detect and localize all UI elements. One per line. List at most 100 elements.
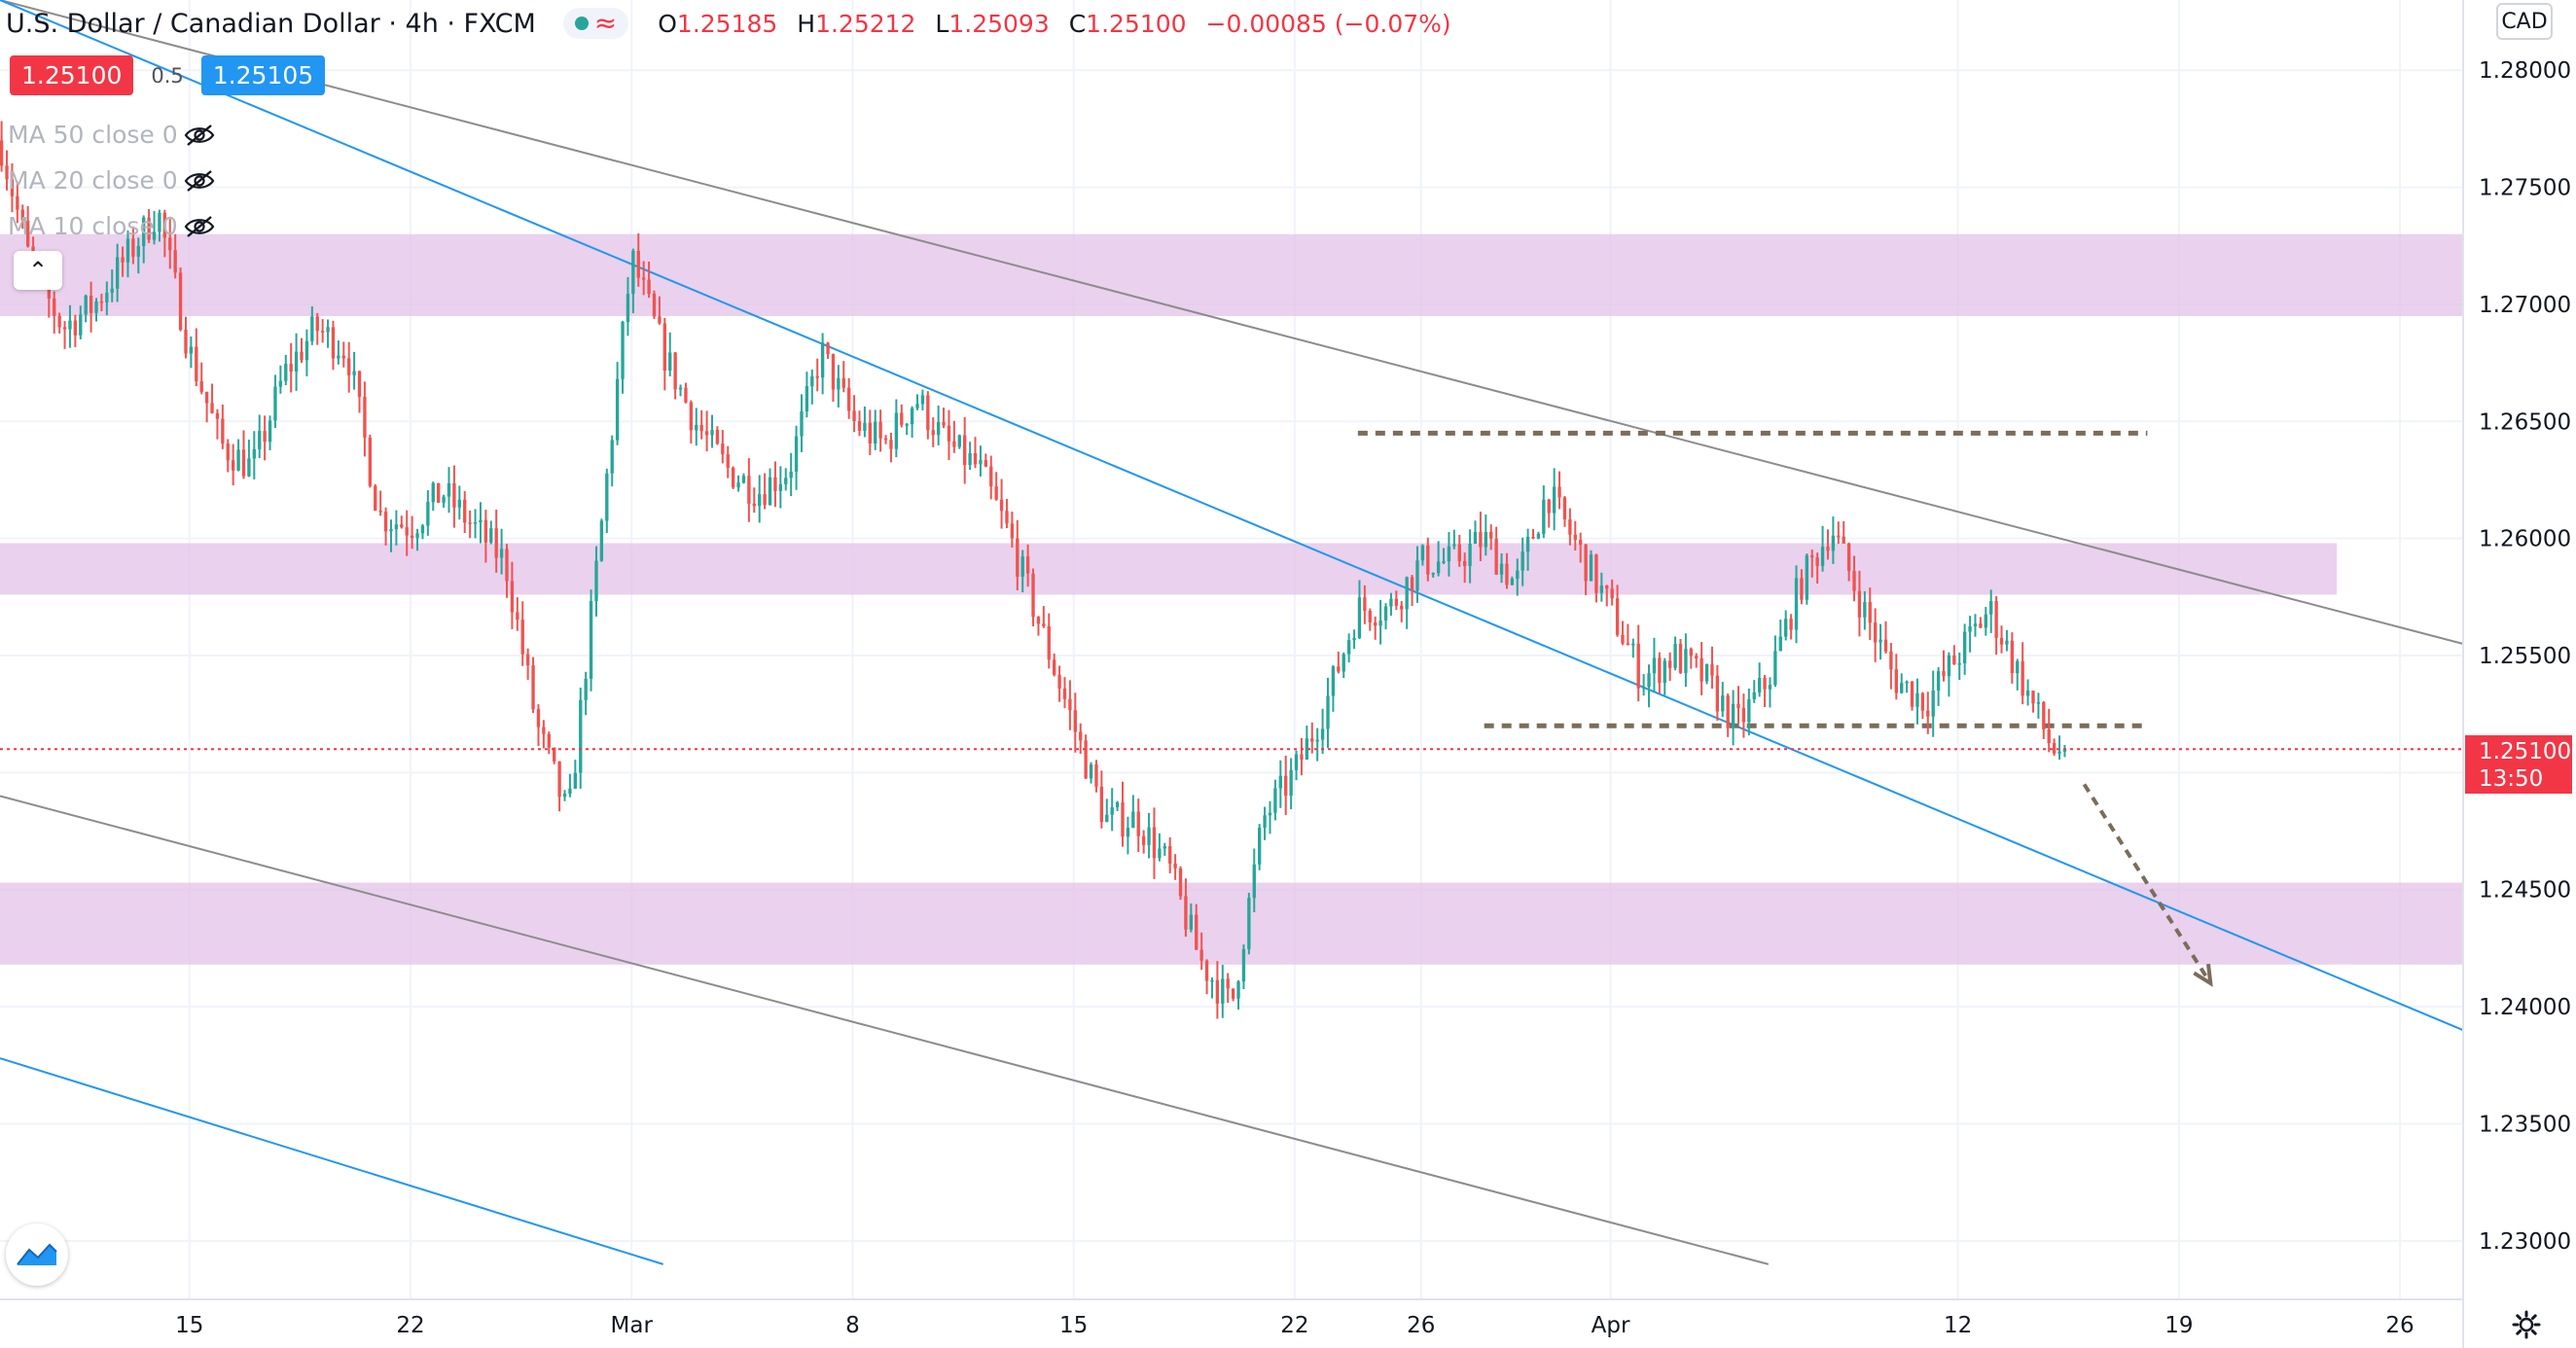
arrow-shaft (2082, 783, 2212, 985)
buy-price-button[interactable]: 1.25105 (200, 55, 326, 95)
candle-up (2025, 679, 2030, 706)
candle-up (1378, 599, 1382, 645)
candle-body (1968, 625, 1972, 632)
collapse-legend-button[interactable]: ⌃ (14, 251, 62, 290)
candle-down (542, 720, 546, 749)
currency-button[interactable]: CAD (2496, 3, 2553, 40)
candle-body (199, 381, 203, 392)
candle-body (979, 460, 983, 465)
candle-body (1894, 669, 1898, 693)
candle-body (926, 395, 930, 431)
candle-body (1010, 523, 1015, 539)
candle-body (1521, 551, 1524, 571)
candle-up (152, 210, 157, 245)
candle-body (1852, 571, 1856, 591)
candle-body (536, 709, 541, 727)
candle-body (999, 499, 1004, 512)
candle-body (542, 727, 546, 734)
horizontal-levels[interactable] (1357, 430, 2148, 728)
symbol-title[interactable]: U.S. Dollar / Canadian Dollar · 4h · FXC… (6, 8, 536, 39)
candle-up (1473, 520, 1478, 545)
close-value: 1.25100 (1086, 9, 1187, 38)
candle-down (10, 162, 15, 213)
candle-body (810, 376, 814, 387)
candle-body (752, 503, 756, 507)
candle-body (1678, 644, 1683, 673)
candle-up (1542, 485, 1546, 539)
candle-body (1752, 692, 1756, 700)
candle-body (1158, 848, 1162, 859)
indicator-ma20[interactable]: MA 20 close 0 (8, 158, 216, 203)
candle-body (1368, 611, 1372, 622)
candle-body (210, 403, 214, 413)
time-axis[interactable]: 15 22 Mar 8 15 22 26 Apr 12 19 26 (175, 1313, 2415, 1338)
candle-down (1068, 680, 1072, 730)
candle-body (621, 322, 625, 379)
candle-body (162, 212, 167, 238)
candle-up (1820, 525, 1825, 572)
candle-body (457, 499, 461, 508)
candle-body (10, 179, 15, 196)
candle-body (79, 314, 83, 336)
candle-up (1273, 779, 1277, 821)
candle-body (1641, 687, 1646, 689)
candle-down (721, 430, 725, 464)
candle-body (289, 364, 293, 372)
candle-body (1252, 864, 1256, 899)
candle-body (815, 376, 819, 378)
candle-body (494, 528, 498, 558)
candle-down (636, 233, 640, 287)
candle-body (1768, 685, 1772, 690)
candle-body (1442, 561, 1446, 563)
candle-body (963, 435, 967, 466)
projection-arrow[interactable] (2082, 783, 2213, 987)
candle-down (647, 262, 651, 299)
candle-up (805, 372, 809, 418)
settings-gear-icon[interactable] (2507, 1305, 2546, 1344)
market-status[interactable]: ≈ (562, 8, 629, 39)
candle-body (1589, 554, 1593, 582)
candle-up (1315, 727, 1319, 762)
candle-up (268, 415, 272, 451)
candle-down (1557, 471, 1561, 510)
eye-off-icon[interactable] (183, 169, 216, 193)
candle-down (773, 461, 777, 508)
candle-body (1505, 563, 1509, 585)
candle-body (1542, 499, 1546, 534)
candle-body (610, 440, 614, 474)
trendlines[interactable] (0, 0, 2464, 1265)
candle-down (931, 417, 935, 447)
candle-up (1673, 636, 1677, 671)
eye-off-icon[interactable] (183, 124, 216, 147)
sell-price-button[interactable]: 1.25100 (10, 55, 134, 95)
candle-up (1383, 603, 1388, 630)
candle-body (278, 380, 283, 387)
candle-down (2052, 738, 2057, 757)
candle-up (1957, 653, 1961, 681)
candle-down (89, 281, 93, 333)
indicator-ma50[interactable]: MA 50 close 0 (8, 112, 216, 158)
candle-up (758, 475, 762, 523)
candle-body (420, 525, 425, 534)
price-axis[interactable]: 1.28000 1.27500 1.27000 1.26500 1.26000 1.255… (2479, 58, 2571, 1255)
current-price-value: 1.25100 (2479, 739, 2572, 765)
candle-up (789, 452, 793, 497)
candle-body (304, 340, 309, 361)
candle-up (1900, 673, 1904, 694)
candle-body (1710, 664, 1714, 676)
candle-body (326, 327, 330, 333)
candle-body (505, 549, 509, 582)
candle-down (1910, 681, 1914, 711)
candle-body (400, 524, 404, 528)
candle-up (1352, 629, 1356, 650)
candle-down (1846, 542, 1851, 582)
eye-off-icon[interactable] (183, 215, 216, 238)
tradingview-logo[interactable] (6, 1224, 68, 1286)
candle-down (121, 246, 125, 277)
candle-down (984, 453, 988, 468)
indicator-ma10[interactable]: MA 10 close 0 (8, 203, 216, 249)
candle-up (910, 406, 914, 438)
candle-up (1331, 665, 1336, 712)
candle-body (479, 519, 483, 523)
